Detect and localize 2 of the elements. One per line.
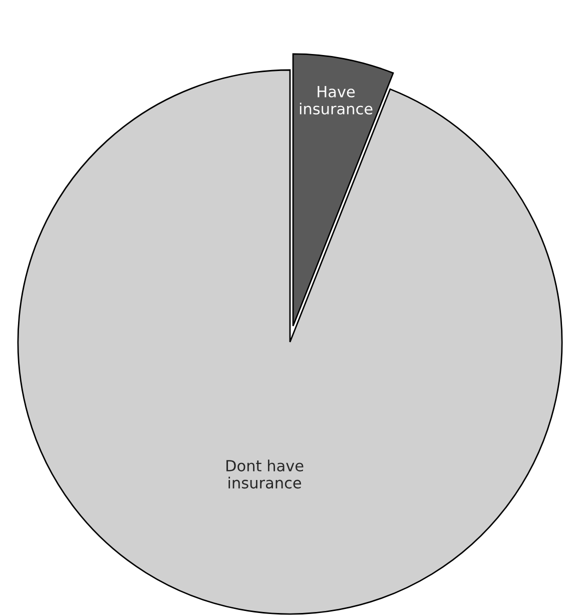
slice-label: Have insurance bbox=[300, 86, 372, 115]
slice-label: Dont have insurance bbox=[226, 460, 304, 489]
